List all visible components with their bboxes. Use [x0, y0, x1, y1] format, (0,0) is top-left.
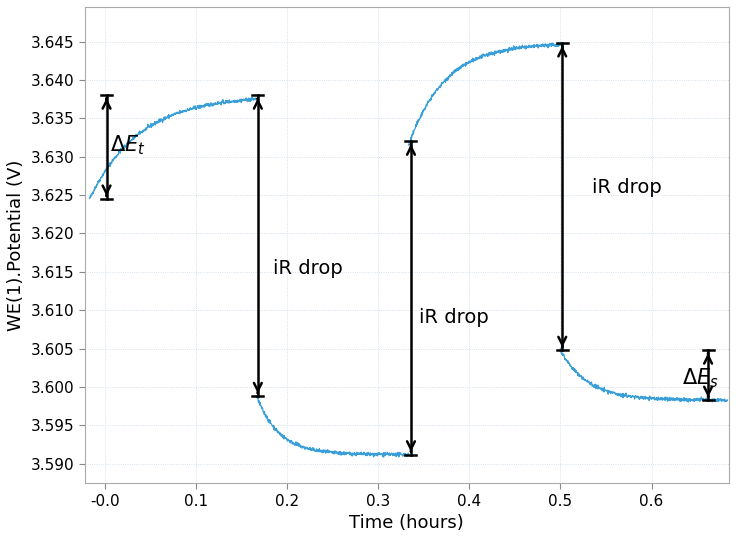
- Text: iR drop: iR drop: [273, 259, 343, 278]
- Text: iR drop: iR drop: [420, 308, 489, 328]
- Text: iR drop: iR drop: [592, 178, 662, 197]
- X-axis label: Time (hours): Time (hours): [350, 514, 464, 532]
- Y-axis label: WE(1).Potential (V): WE(1).Potential (V): [7, 160, 25, 331]
- Text: $\Delta E_s$: $\Delta E_s$: [682, 366, 718, 390]
- Text: $\Delta E_t$: $\Delta E_t$: [110, 133, 146, 157]
